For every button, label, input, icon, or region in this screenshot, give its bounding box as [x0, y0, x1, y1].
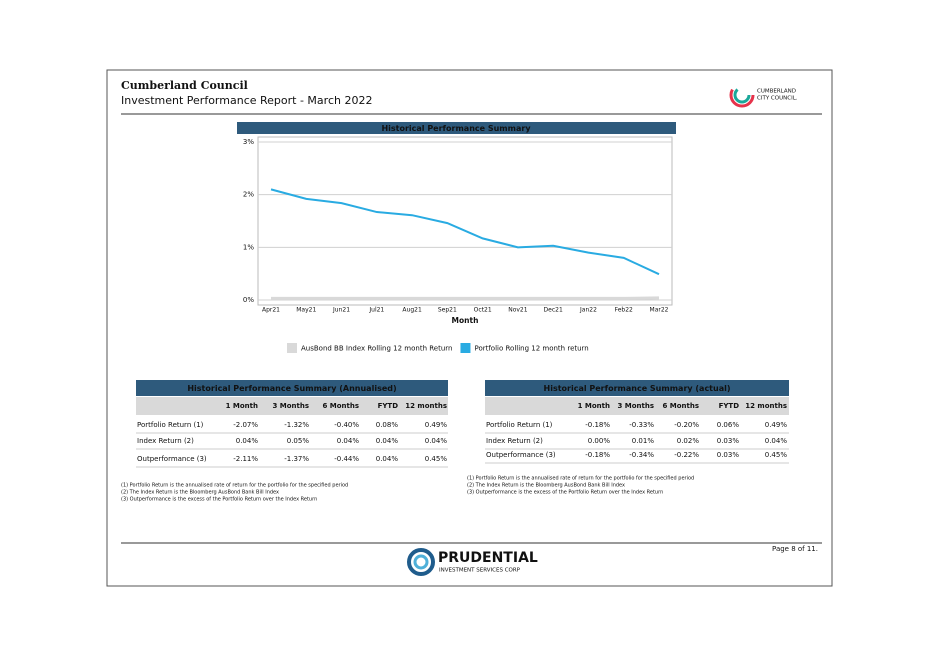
x-tick-label: Jan22 [579, 307, 597, 314]
x-tick-label: Jun21 [332, 307, 350, 314]
table-cell: 0.02% [677, 437, 700, 445]
table-cell: -0.20% [674, 421, 699, 429]
chart-title-bar [237, 122, 676, 134]
footnote: (1) Portfolio Return is the annualised r… [467, 476, 694, 482]
x-tick-label: Mar22 [650, 307, 669, 314]
x-tick-label: Apr21 [262, 307, 280, 314]
footnote: (3) Outperformance is the excess of the … [121, 497, 317, 503]
table-cell: 0.04% [425, 437, 448, 445]
footnote: (2) The Index Return is the Bloomberg Au… [467, 483, 625, 489]
column-header: FYTD [378, 402, 399, 410]
table-title-bar [485, 380, 789, 396]
table-cell: 0.04% [376, 455, 399, 463]
table-cell: 0.04% [236, 437, 259, 445]
column-header: 6 Months [322, 402, 359, 410]
table-cell: -2.07% [233, 421, 258, 429]
logo-ring [729, 82, 755, 108]
legend-label: Portfolio Rolling 12 month return [474, 345, 588, 353]
y-tick-label: 1% [243, 243, 254, 251]
table-cell: 0.45% [765, 451, 788, 459]
logo-ring [733, 86, 751, 104]
table-cell: 0.05% [287, 437, 310, 445]
table-cell: -2.11% [233, 455, 258, 463]
table-cell: 0.01% [632, 437, 655, 445]
table-header-bg [136, 397, 448, 415]
table-cell: -1.32% [284, 421, 309, 429]
council-logo: CUMBERLAND CITY COUNCIL. [729, 82, 798, 108]
column-header: 1 Month [226, 402, 258, 410]
prudential-logo: PRUDENTIAL INVESTMENT SERVICES CORP [407, 548, 538, 576]
x-axis-title: Month [452, 316, 479, 325]
table-cell: 0.04% [765, 437, 788, 445]
row-label: Index Return (2) [137, 437, 194, 445]
x-tick-label: Feb22 [615, 307, 633, 314]
footnote: (3) Outperformance is the excess of the … [467, 490, 663, 496]
y-tick-label: 3% [243, 138, 254, 146]
logo-tagline: INVESTMENT SERVICES CORP [439, 568, 521, 574]
footnote: (2) The Index Return is the Bloomberg Au… [121, 490, 279, 496]
table-title: Historical Performance Summary (actual) [544, 384, 731, 393]
table-cell: 0.45% [425, 455, 448, 463]
row-label: Portfolio Return (1) [486, 421, 553, 429]
footnote: (1) Portfolio Return is the annualised r… [121, 483, 348, 489]
column-header: 12 months [405, 402, 447, 410]
table-cell: -0.18% [585, 421, 610, 429]
doc-subtitle: Investment Performance Report - March 20… [121, 94, 372, 107]
legend-swatch [460, 343, 471, 353]
table-cell: 0.04% [337, 437, 360, 445]
y-tick-label: 0% [243, 296, 254, 304]
table-cell: 0.04% [376, 437, 399, 445]
column-header: 12 months [745, 402, 787, 410]
row-label: Outperformance (3) [137, 455, 207, 463]
legend-swatch [287, 343, 297, 353]
x-tick-label: Nov21 [508, 307, 528, 314]
logo-ring [413, 554, 429, 570]
row-label: Outperformance (3) [486, 451, 556, 459]
table-cell: -1.37% [284, 455, 309, 463]
table-header-bg [485, 397, 789, 415]
legend-label: AusBond BB Index Rolling 12 month Return [301, 345, 452, 353]
x-tick-label: Sep21 [438, 307, 457, 314]
doc-title: Cumberland Council [121, 79, 248, 92]
logo-text: CITY COUNCIL. [757, 96, 798, 102]
x-tick-label: Aug21 [402, 307, 422, 314]
page-number: Page 8 of 11. [772, 545, 818, 553]
column-header: 1 Month [578, 402, 610, 410]
chart-title: Historical Performance Summary [381, 124, 531, 133]
x-tick-label: Oct21 [474, 307, 492, 314]
x-tick-label: May21 [296, 307, 316, 314]
table-cell: -0.22% [674, 451, 699, 459]
table-cell: -0.34% [629, 451, 654, 459]
plot-area [257, 136, 673, 306]
table-cell: 0.03% [717, 437, 740, 445]
table-cell: -0.33% [629, 421, 654, 429]
series-line [271, 296, 660, 300]
table-title: Historical Performance Summary (Annualis… [187, 384, 396, 393]
logo-text: CUMBERLAND [757, 89, 796, 95]
row-label: Portfolio Return (1) [137, 421, 204, 429]
series-line [270, 188, 660, 276]
table-cell: -0.44% [334, 455, 359, 463]
table-cell: 0.03% [717, 451, 740, 459]
logo-name: PRUDENTIAL [438, 550, 538, 566]
column-header: 6 Months [662, 402, 699, 410]
row-label: Index Return (2) [486, 437, 543, 445]
table-cell: 0.08% [376, 421, 399, 429]
table-cell: 0.06% [717, 421, 740, 429]
table-cell: 0.49% [425, 421, 448, 429]
column-header: 3 Months [617, 402, 654, 410]
column-header: FYTD [719, 402, 740, 410]
table-cell: -0.18% [585, 451, 610, 459]
y-tick-label: 2% [243, 191, 254, 199]
table-title-bar [136, 380, 448, 396]
table-cell: 0.00% [588, 437, 611, 445]
x-tick-label: Jul21 [368, 307, 384, 314]
column-header: 3 Months [272, 402, 309, 410]
table-cell: -0.40% [334, 421, 359, 429]
x-tick-label: Dec21 [544, 307, 563, 314]
table-cell: 0.49% [765, 421, 788, 429]
logo-ring [407, 548, 435, 576]
